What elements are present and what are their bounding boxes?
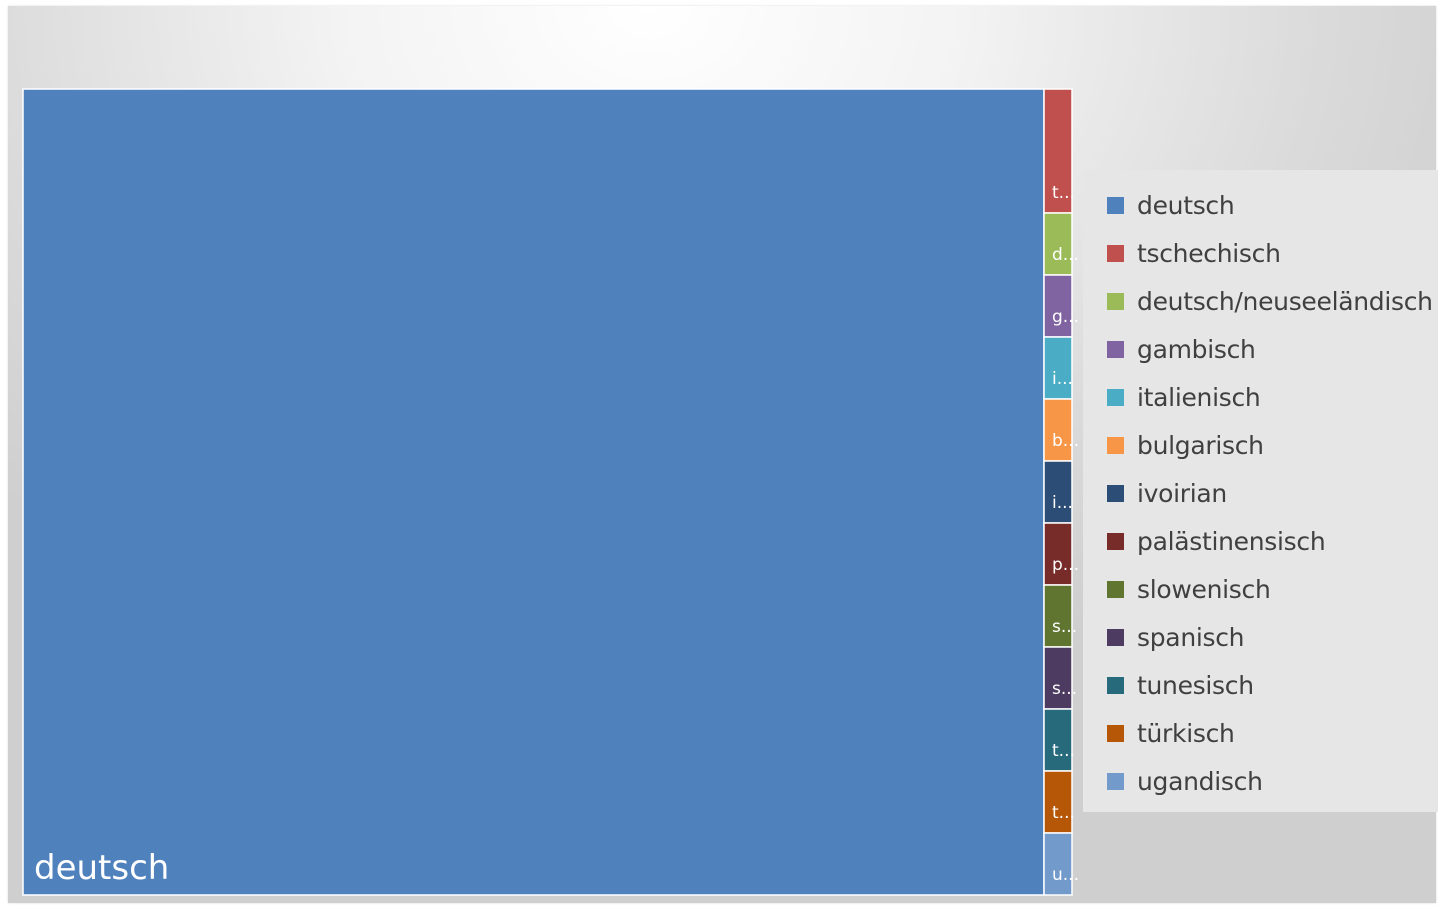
legend-swatch bbox=[1107, 196, 1124, 214]
legend-label: palästinensisch bbox=[1137, 526, 1326, 556]
tile-7: i... bbox=[1043, 460, 1073, 524]
tile-8: p... bbox=[1043, 522, 1079, 586]
tile-label-2: t... bbox=[1052, 183, 1075, 203]
legend-swatch bbox=[1107, 772, 1124, 790]
tile-12: t... bbox=[1043, 770, 1075, 834]
tile-11: t... bbox=[1043, 708, 1075, 772]
legend-item: ivoirian bbox=[1107, 478, 1227, 508]
legend-label: bulgarisch bbox=[1137, 430, 1264, 460]
legend-label: deutsch bbox=[1137, 190, 1235, 220]
tile-label-10: s... bbox=[1052, 679, 1077, 699]
tile-label-9: s... bbox=[1052, 617, 1077, 637]
legend-swatch bbox=[1107, 676, 1124, 694]
tile-6: b... bbox=[1043, 398, 1079, 462]
legend-label: slowenisch bbox=[1137, 574, 1271, 604]
tile-rect-1 bbox=[22, 88, 1045, 896]
legend-item: gambisch bbox=[1107, 334, 1256, 364]
legend-swatch bbox=[1107, 580, 1124, 598]
legend-label: ugandisch bbox=[1137, 766, 1263, 796]
legend-swatch bbox=[1107, 532, 1124, 550]
legend-label: tunesisch bbox=[1137, 670, 1254, 700]
tile-2: t... bbox=[1043, 88, 1075, 214]
legend-item: ugandisch bbox=[1107, 766, 1263, 796]
legend-swatch bbox=[1107, 244, 1124, 262]
legend-item: slowenisch bbox=[1107, 574, 1271, 604]
tile-label-8: p... bbox=[1052, 555, 1079, 575]
legend-label: spanisch bbox=[1137, 622, 1245, 652]
legend-label: deutsch/neuseeländisch bbox=[1137, 286, 1433, 316]
legend-item: tschechisch bbox=[1107, 238, 1281, 268]
tile-rect-2 bbox=[1043, 88, 1073, 214]
tile-1: deutsch bbox=[22, 88, 1045, 896]
tile-rect-9 bbox=[1043, 584, 1073, 648]
legend-label: gambisch bbox=[1137, 334, 1256, 364]
legend-label: türkisch bbox=[1137, 718, 1235, 748]
legend-item: deutsch bbox=[1107, 190, 1235, 220]
legend-swatch bbox=[1107, 724, 1124, 742]
legend-item: tunesisch bbox=[1107, 670, 1254, 700]
legend-item: türkisch bbox=[1107, 718, 1235, 748]
tile-3: d... bbox=[1043, 212, 1079, 276]
tile-label-3: d... bbox=[1052, 245, 1079, 265]
tile-rect-3 bbox=[1043, 212, 1073, 276]
tile-label-5: i... bbox=[1052, 369, 1073, 389]
tile-5: i... bbox=[1043, 336, 1073, 400]
legend-swatch bbox=[1107, 484, 1124, 502]
legend-item: bulgarisch bbox=[1107, 430, 1264, 460]
legend-swatch bbox=[1107, 388, 1124, 406]
tile-rect-12 bbox=[1043, 770, 1073, 834]
legend bbox=[1083, 170, 1438, 812]
tile-rect-11 bbox=[1043, 708, 1073, 772]
legend-label: ivoirian bbox=[1137, 478, 1227, 508]
legend-swatch bbox=[1107, 628, 1124, 646]
tile-label-6: b... bbox=[1052, 431, 1079, 451]
legend-item: spanisch bbox=[1107, 622, 1245, 652]
tile-rect-7 bbox=[1043, 460, 1073, 524]
tile-label-13: u... bbox=[1052, 865, 1079, 885]
legend-item: deutsch/neuseeländisch bbox=[1107, 286, 1433, 316]
tile-9: s... bbox=[1043, 584, 1077, 648]
tile-label-4: g... bbox=[1052, 307, 1079, 327]
legend-swatch bbox=[1107, 340, 1124, 358]
tile-label-11: t... bbox=[1052, 741, 1075, 761]
legend-label: italienisch bbox=[1137, 382, 1261, 412]
legend-swatch bbox=[1107, 292, 1124, 310]
tile-label-1: deutsch bbox=[34, 848, 169, 888]
tile-rect-5 bbox=[1043, 336, 1073, 400]
tile-label-12: t... bbox=[1052, 803, 1075, 823]
tile-rect-4 bbox=[1043, 274, 1073, 338]
tile-13: u... bbox=[1043, 832, 1079, 896]
tile-4: g... bbox=[1043, 274, 1079, 338]
tile-rect-8 bbox=[1043, 522, 1073, 586]
legend-swatch bbox=[1107, 436, 1124, 454]
tile-10: s... bbox=[1043, 646, 1077, 710]
tile-rect-13 bbox=[1043, 832, 1073, 896]
tile-label-7: i... bbox=[1052, 493, 1073, 513]
legend-item: palästinensisch bbox=[1107, 526, 1326, 556]
tile-rect-6 bbox=[1043, 398, 1073, 462]
tile-rect-10 bbox=[1043, 646, 1073, 710]
legend-label: tschechisch bbox=[1137, 238, 1281, 268]
legend-item: italienisch bbox=[1107, 382, 1261, 412]
